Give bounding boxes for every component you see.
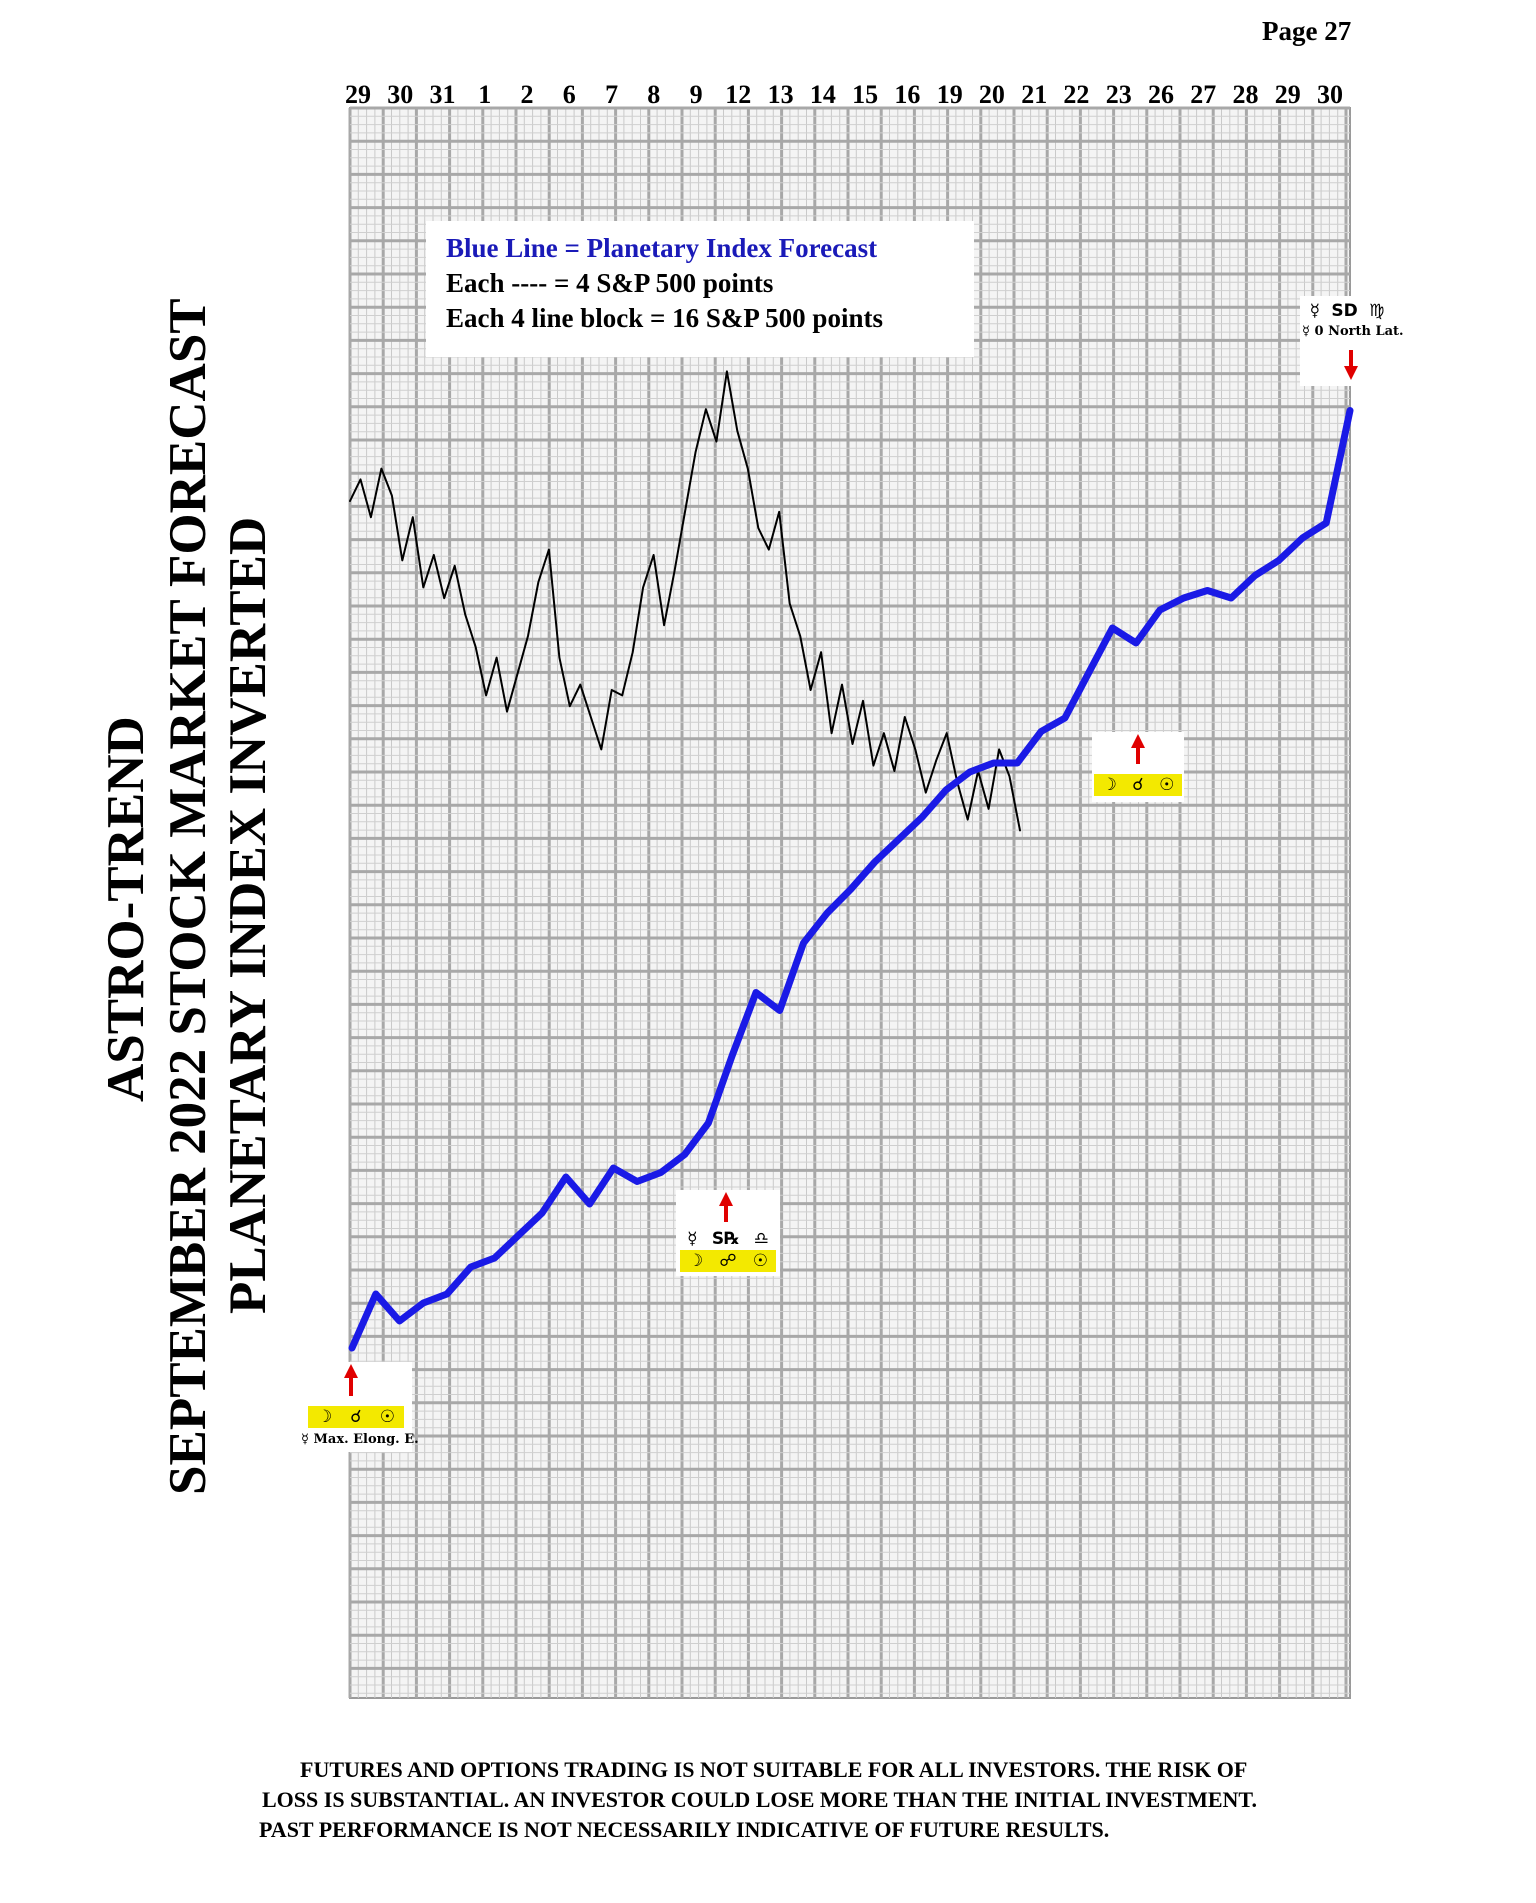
x-tick-label: 21	[1021, 80, 1047, 109]
x-tick-label: 8	[647, 80, 660, 109]
x-tick-label: 13	[768, 80, 794, 109]
x-tick-label: 29	[345, 80, 371, 109]
virgo-icon: ♍	[1369, 301, 1385, 321]
opposition-icon: ☍	[719, 1251, 737, 1271]
x-tick-label: 2	[521, 80, 534, 109]
sun-icon: ☉	[752, 1251, 768, 1271]
annotation-text: ☿ 0 North Lat.	[1302, 324, 1404, 339]
disclaimer-line-1: FUTURES AND OPTIONS TRADING IS NOT SUITA…	[300, 1757, 1248, 1782]
x-tick-label: 28	[1233, 80, 1259, 109]
annotation-mercury-retrograde: ☿ S℞ ♎ ☽ ☍ ☉	[676, 1190, 780, 1276]
moon-icon: ☽	[317, 1407, 333, 1427]
legend-scale-line: Each ---- = 4 S&P 500 points	[446, 268, 774, 298]
x-tick-label: 15	[852, 80, 878, 109]
chart-series	[348, 370, 1354, 1352]
x-tick-label: 30	[387, 80, 413, 109]
x-tick-label: 27	[1190, 80, 1216, 109]
page-number: Page 27	[1262, 16, 1352, 46]
conjunction-icon: ☌	[350, 1407, 362, 1427]
moon-icon: ☽	[1101, 775, 1117, 795]
x-tick-label: 16	[894, 80, 920, 109]
x-tick-label: 26	[1148, 80, 1174, 109]
annotation-new-moon: ☽ ☌ ☉	[1092, 732, 1184, 802]
annotation-text: ☿ Max. Elong. E.	[301, 1432, 419, 1447]
legend-box: Blue Line = Planetary Index Forecast Eac…	[426, 221, 974, 357]
x-tick-label: 14	[810, 80, 836, 109]
station-direct-icon: SD	[1331, 301, 1358, 321]
x-tick-label: 29	[1275, 80, 1301, 109]
sun-icon: ☉	[379, 1407, 395, 1427]
legend-block-scale: Each 4 line block = 16 S&P 500 points	[446, 303, 883, 333]
libra-icon: ♎	[753, 1229, 769, 1249]
station-retrograde-icon: S℞	[711, 1229, 740, 1249]
x-tick-label: 19	[937, 80, 963, 109]
x-tick-label: 31	[430, 80, 456, 109]
chart-title-line-3: PLANETARY INDEX INVERTED	[219, 516, 277, 1314]
chart-grid	[348, 106, 1351, 1699]
mercury-icon: ☿	[1309, 301, 1321, 321]
annotation-mercury-station-direct: ☿ SD ♍ ☿ 0 North Lat.	[1300, 296, 1412, 386]
x-tick-label: 1	[478, 80, 491, 109]
x-axis-tick-labels: 29 30 31 1 2 6 7 8 9 12 13 14 15 16 19 20 21 22 23 26 27 28 29…	[345, 80, 1343, 109]
sun-icon: ☉	[1159, 775, 1175, 795]
x-tick-label: 12	[725, 80, 751, 109]
x-tick-label: 22	[1063, 80, 1089, 109]
disclaimer-line-3: PAST PERFORMANCE IS NOT NECESSARILY INDI…	[259, 1817, 1110, 1842]
chart-title-line-2: SEPTEMBER 2022 STOCK MARKET FORECAST	[159, 298, 217, 1495]
x-tick-label: 30	[1317, 80, 1343, 109]
price-series-line	[349, 370, 1021, 832]
conjunction-icon: ☌	[1132, 775, 1144, 795]
disclaimer-line-2: LOSS IS SUBSTANTIAL. AN INVESTOR COULD L…	[262, 1787, 1257, 1812]
legend-title: Blue Line = Planetary Index Forecast	[446, 233, 878, 263]
x-tick-label: 7	[605, 80, 618, 109]
x-tick-label: 20	[979, 80, 1005, 109]
mercury-icon: ☿	[687, 1229, 698, 1249]
chart-title-line-1: ASTRO-TREND	[97, 716, 155, 1102]
moon-icon: ☽	[688, 1251, 704, 1271]
x-tick-label: 9	[690, 80, 703, 109]
annotation-max-elong: ☽ ☌ ☉ ☿ Max. Elong. E.	[300, 1362, 419, 1452]
x-tick-label: 6	[563, 80, 576, 109]
planetary-index-forecast-line	[348, 407, 1354, 1352]
x-tick-label: 23	[1106, 80, 1132, 109]
